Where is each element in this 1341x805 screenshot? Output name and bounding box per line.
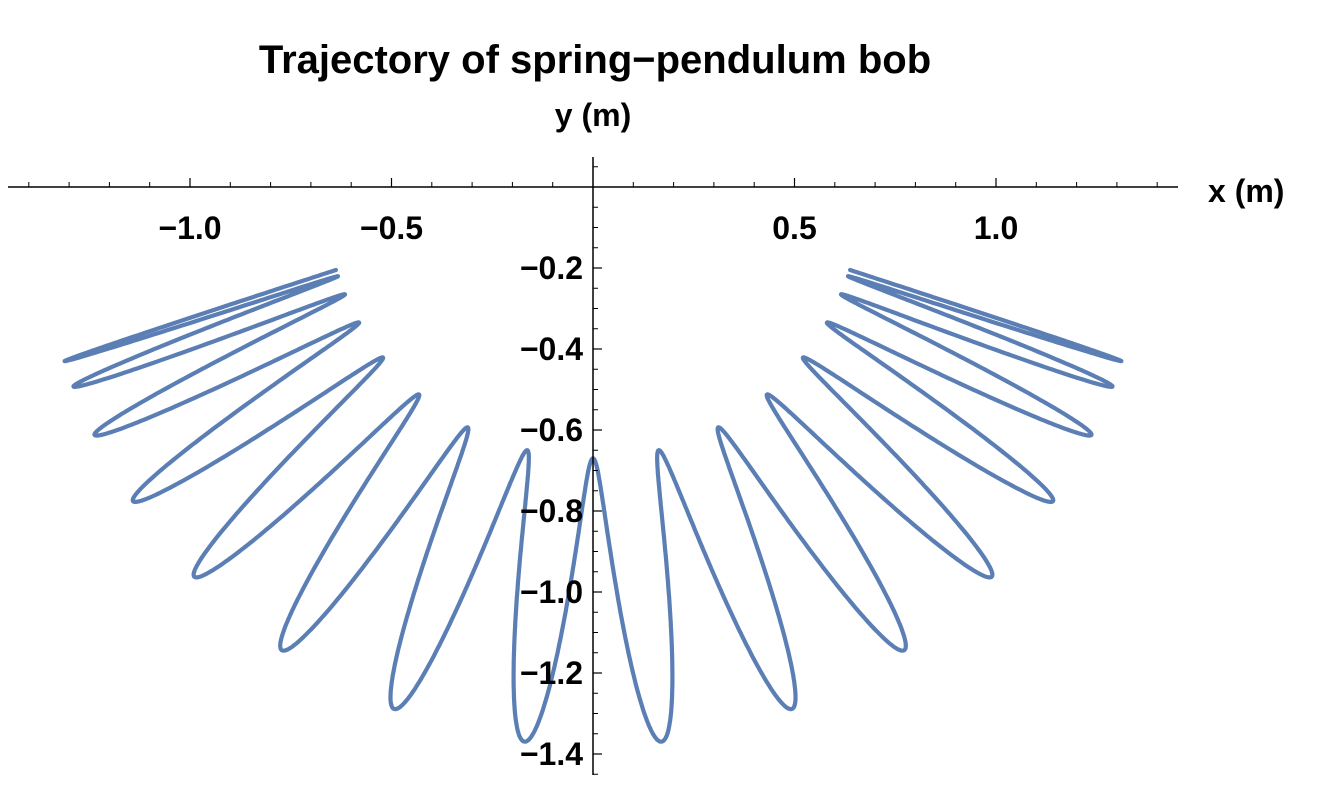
y-tick-label: −1.4	[520, 736, 583, 772]
x-tick-label: −0.5	[360, 210, 423, 246]
x-tick-label: −1.0	[158, 210, 221, 246]
y-tick-label: −0.4	[520, 331, 583, 367]
chart-title: Trajectory of spring−pendulum bob	[258, 38, 932, 82]
y-tick-label: −0.2	[520, 250, 583, 286]
x-tick-label: 0.5	[772, 210, 816, 246]
x-tick-label: 1.0	[974, 210, 1018, 246]
y-tick-label: −1.0	[520, 574, 583, 610]
x-axis-label: x (m)	[1208, 173, 1284, 209]
y-axis-label: y (m)	[555, 97, 631, 133]
minor-ticks	[28, 166, 1158, 775]
y-tick-label: −1.2	[520, 655, 583, 691]
y-tick-label: −0.6	[520, 412, 583, 448]
major-ticks	[189, 178, 997, 755]
y-tick-label: −0.8	[520, 493, 583, 529]
tick-labels: −1.0 −0.5 0.5 1.0 −0.2 −0.4 −0.6 −0.8 −1.0 −1.2 −1…	[158, 210, 1018, 772]
axes-layer: −1.0 −0.5 0.5 1.0 −0.2 −0.4 −0.6 −0.8 −1.0 −1.2 −1…	[8, 157, 1178, 775]
